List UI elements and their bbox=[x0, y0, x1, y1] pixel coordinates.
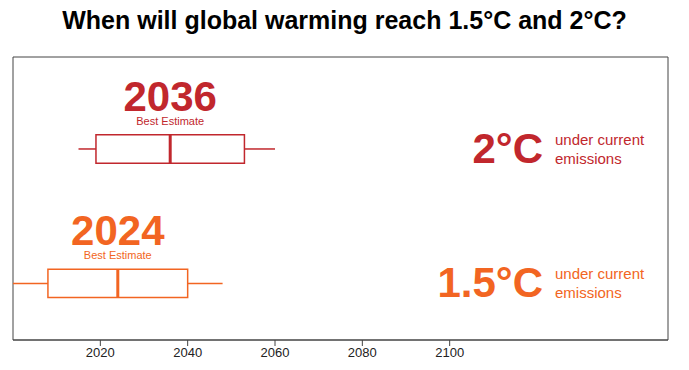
html-text:under current emissions: under current emissions bbox=[555, 131, 645, 167]
svg-text:2020: 2020 bbox=[86, 345, 115, 360]
svg-text:2024: 2024 bbox=[71, 207, 165, 254]
svg-text:2036: 2036 bbox=[123, 73, 216, 120]
svg-text:2060: 2060 bbox=[261, 345, 290, 360]
html-text:under current emissions: under current emissions bbox=[555, 265, 645, 302]
html-text:When will global warming reach: When will global warming reach 1.5°C and… bbox=[62, 6, 627, 34]
html-text:1.5°C: 1.5°C bbox=[437, 259, 543, 307]
svg-text:2100: 2100 bbox=[435, 345, 464, 360]
svg-text:2080: 2080 bbox=[348, 345, 377, 360]
html-text:2°C: 2°C bbox=[472, 125, 543, 172]
svg-text:2040: 2040 bbox=[173, 345, 202, 360]
svg-text:Best Estimate: Best Estimate bbox=[84, 249, 152, 261]
svg-text:Best Estimate: Best Estimate bbox=[136, 115, 204, 127]
